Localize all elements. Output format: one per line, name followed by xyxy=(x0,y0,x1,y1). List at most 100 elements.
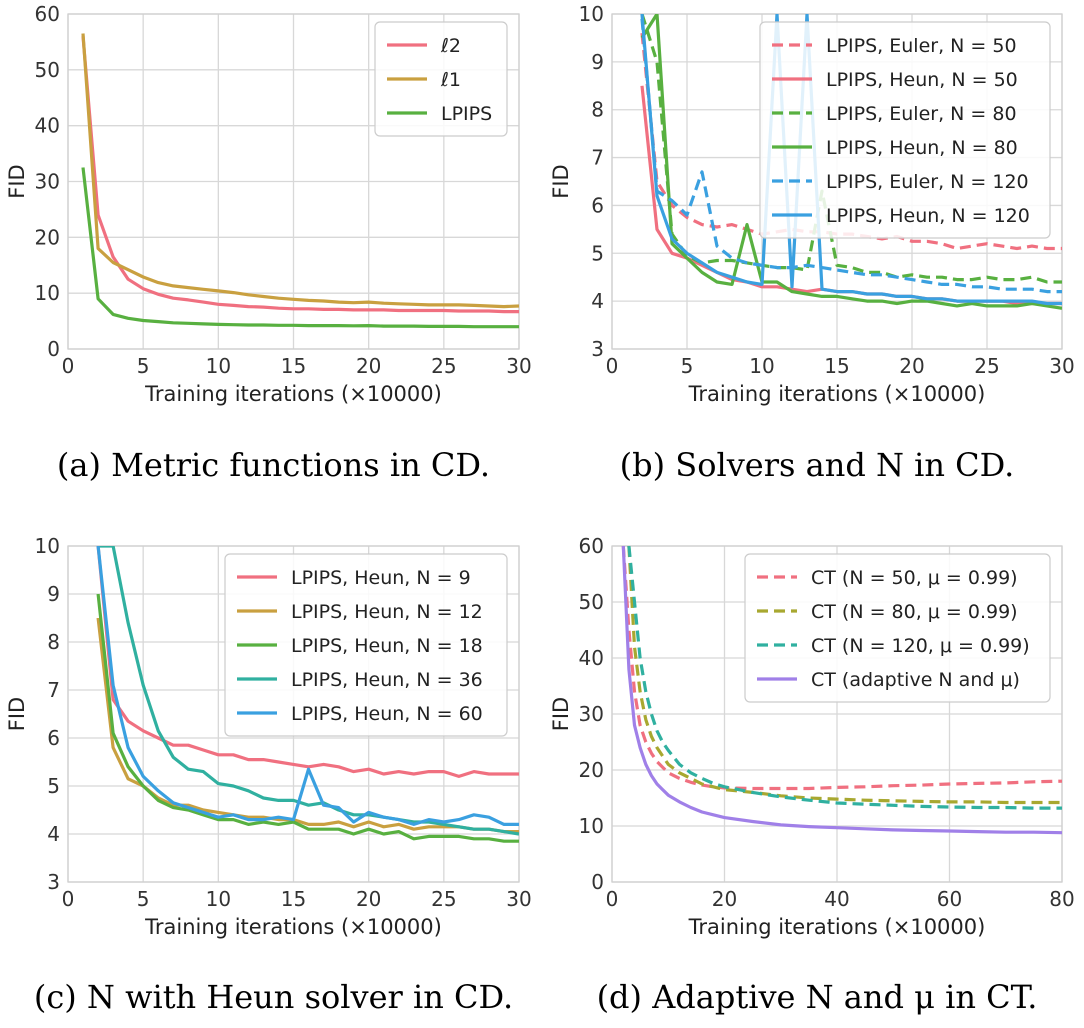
series-line xyxy=(640,14,1062,284)
x-axis-label: Training iterations (×10000) xyxy=(144,915,442,939)
y-tick-label: 7 xyxy=(591,146,604,170)
x-tick-label: 10 xyxy=(206,887,231,911)
y-tick-label: 9 xyxy=(47,582,60,606)
y-tick-label: 30 xyxy=(579,702,604,726)
series-line xyxy=(96,593,519,843)
plot-frame xyxy=(67,545,520,883)
panel-a: 0 5 10 15 20 25 30 0 10 20 30 40 50 60 Training iterat… xyxy=(5,2,532,484)
panel-caption: (c) N with Heun solver in CD. xyxy=(34,978,513,1016)
legend-entry: LPIPS, Heun, N = 50 xyxy=(826,69,1018,91)
series-line xyxy=(627,546,1062,805)
x-tick-label: 60 xyxy=(937,887,962,911)
series-line xyxy=(81,167,519,329)
legend-entry: LPIPS, Euler, N = 50 xyxy=(826,35,1017,57)
legend-entry: LPIPS, Heun, N = 36 xyxy=(291,669,483,691)
x-tick-label: 30 xyxy=(506,887,531,911)
legend: ℓ2 ℓ1 LPIPS xyxy=(374,21,508,137)
x-tick-label: 10 xyxy=(206,354,231,378)
y-tick-label: 40 xyxy=(579,646,604,670)
x-tick-label: 20 xyxy=(356,354,381,378)
plot-frame xyxy=(67,13,520,350)
legend-box xyxy=(224,553,508,737)
panel-caption: (a) Metric functions in CD. xyxy=(57,446,490,484)
x-tick-label: 15 xyxy=(281,354,306,378)
legend: LPIPS, Euler, N = 50 LPIPS, Heun, N = 50 L… xyxy=(759,21,1051,239)
y-tick-label: 60 xyxy=(579,534,604,558)
y-tick-label: 10 xyxy=(35,281,60,305)
legend: CT (N = 50, μ = 0.99) CT (N = 80, μ = 0.9… xyxy=(744,553,1051,703)
y-tick-label: 7 xyxy=(47,678,60,702)
y-tick-label: 50 xyxy=(579,590,604,614)
x-tick-label: 0 xyxy=(606,354,619,378)
series-line xyxy=(81,36,519,314)
legend-entry: CT (N = 80, μ = 0.99) xyxy=(811,601,1018,623)
y-axis-label: FID xyxy=(5,164,29,198)
y-tick-label: 4 xyxy=(47,822,60,846)
x-tick-label: 5 xyxy=(137,354,150,378)
y-tick-label: 9 xyxy=(591,50,604,74)
y-tick-label: 60 xyxy=(35,2,60,26)
plot-frame xyxy=(611,545,1063,883)
y-tick-label: 10 xyxy=(579,2,604,26)
y-tick-label: 0 xyxy=(47,337,60,361)
x-tick-label: 5 xyxy=(137,887,150,911)
x-axis-label: Training iterations (×10000) xyxy=(144,382,442,406)
panel-caption: (d) Adaptive N and μ in CT. xyxy=(597,978,1038,1016)
legend-entry: LPIPS, Heun, N = 120 xyxy=(826,205,1030,227)
series-line xyxy=(81,33,519,309)
panel-caption: (b) Solvers and N in CD. xyxy=(620,446,1015,484)
y-axis-label: FID xyxy=(549,697,573,731)
series-line xyxy=(96,546,519,779)
y-axis-label: FID xyxy=(5,697,29,731)
x-tick-label: 10 xyxy=(749,354,774,378)
legend-box xyxy=(374,21,508,137)
x-axis-label: Training iterations (×10000) xyxy=(688,382,986,406)
legend-entry: LPIPS, Euler, N = 80 xyxy=(826,103,1017,125)
y-tick-label: 30 xyxy=(35,170,60,194)
x-tick-label: 40 xyxy=(824,887,849,911)
y-tick-label: 5 xyxy=(591,241,604,265)
legend-box xyxy=(744,553,1051,703)
plot-frame xyxy=(611,13,1063,350)
panel-b: 0 5 10 15 20 25 30 3 4 5 6 7 8 9 10 Training iterations… xyxy=(549,2,1075,484)
legend-entry: LPIPS, Euler, N = 120 xyxy=(826,171,1029,193)
x-tick-label: 15 xyxy=(824,354,849,378)
x-tick-label: 15 xyxy=(281,887,306,911)
legend-entry: LPIPS, Heun, N = 80 xyxy=(826,137,1018,159)
series-line xyxy=(96,546,519,827)
legend-entry: CT (N = 120, μ = 0.99) xyxy=(811,635,1030,657)
y-tick-label: 4 xyxy=(591,289,604,313)
series-group xyxy=(96,546,519,843)
x-tick-label: 5 xyxy=(681,354,694,378)
y-tick-label: 6 xyxy=(591,193,604,217)
x-tick-label: 25 xyxy=(974,354,999,378)
legend-entry: CT (N = 50, μ = 0.99) xyxy=(811,567,1018,589)
panel-d: 0 20 40 60 80 0 10 20 30 40 50 60 Training iteration… xyxy=(549,534,1075,1016)
series-line xyxy=(640,14,1062,310)
legend-entry: LPIPS xyxy=(441,103,492,125)
y-axis-label: FID xyxy=(549,164,573,198)
x-tick-label: 0 xyxy=(606,887,619,911)
x-tick-label: 20 xyxy=(712,887,737,911)
x-tick-label: 0 xyxy=(62,887,75,911)
legend-entry: ℓ2 xyxy=(440,35,461,57)
x-tick-label: 20 xyxy=(899,354,924,378)
y-tick-label: 3 xyxy=(47,870,60,894)
x-tick-label: 80 xyxy=(1049,887,1074,911)
y-tick-label: 6 xyxy=(47,726,60,750)
series-line xyxy=(621,546,1062,835)
x-tick-label: 25 xyxy=(431,354,456,378)
y-tick-label: 40 xyxy=(35,114,60,138)
series-group xyxy=(621,546,1062,835)
x-tick-label: 25 xyxy=(431,887,456,911)
legend-entry: LPIPS, Heun, N = 9 xyxy=(291,567,471,589)
y-tick-label: 8 xyxy=(591,98,604,122)
series-line xyxy=(98,546,519,836)
y-tick-label: 8 xyxy=(47,630,60,654)
series-line xyxy=(640,18,1062,294)
x-tick-label: 30 xyxy=(1049,354,1074,378)
y-tick-label: 10 xyxy=(35,534,60,558)
y-tick-label: 20 xyxy=(579,758,604,782)
legend-box xyxy=(759,21,1051,239)
legend-entry: LPIPS, Heun, N = 18 xyxy=(291,635,483,657)
